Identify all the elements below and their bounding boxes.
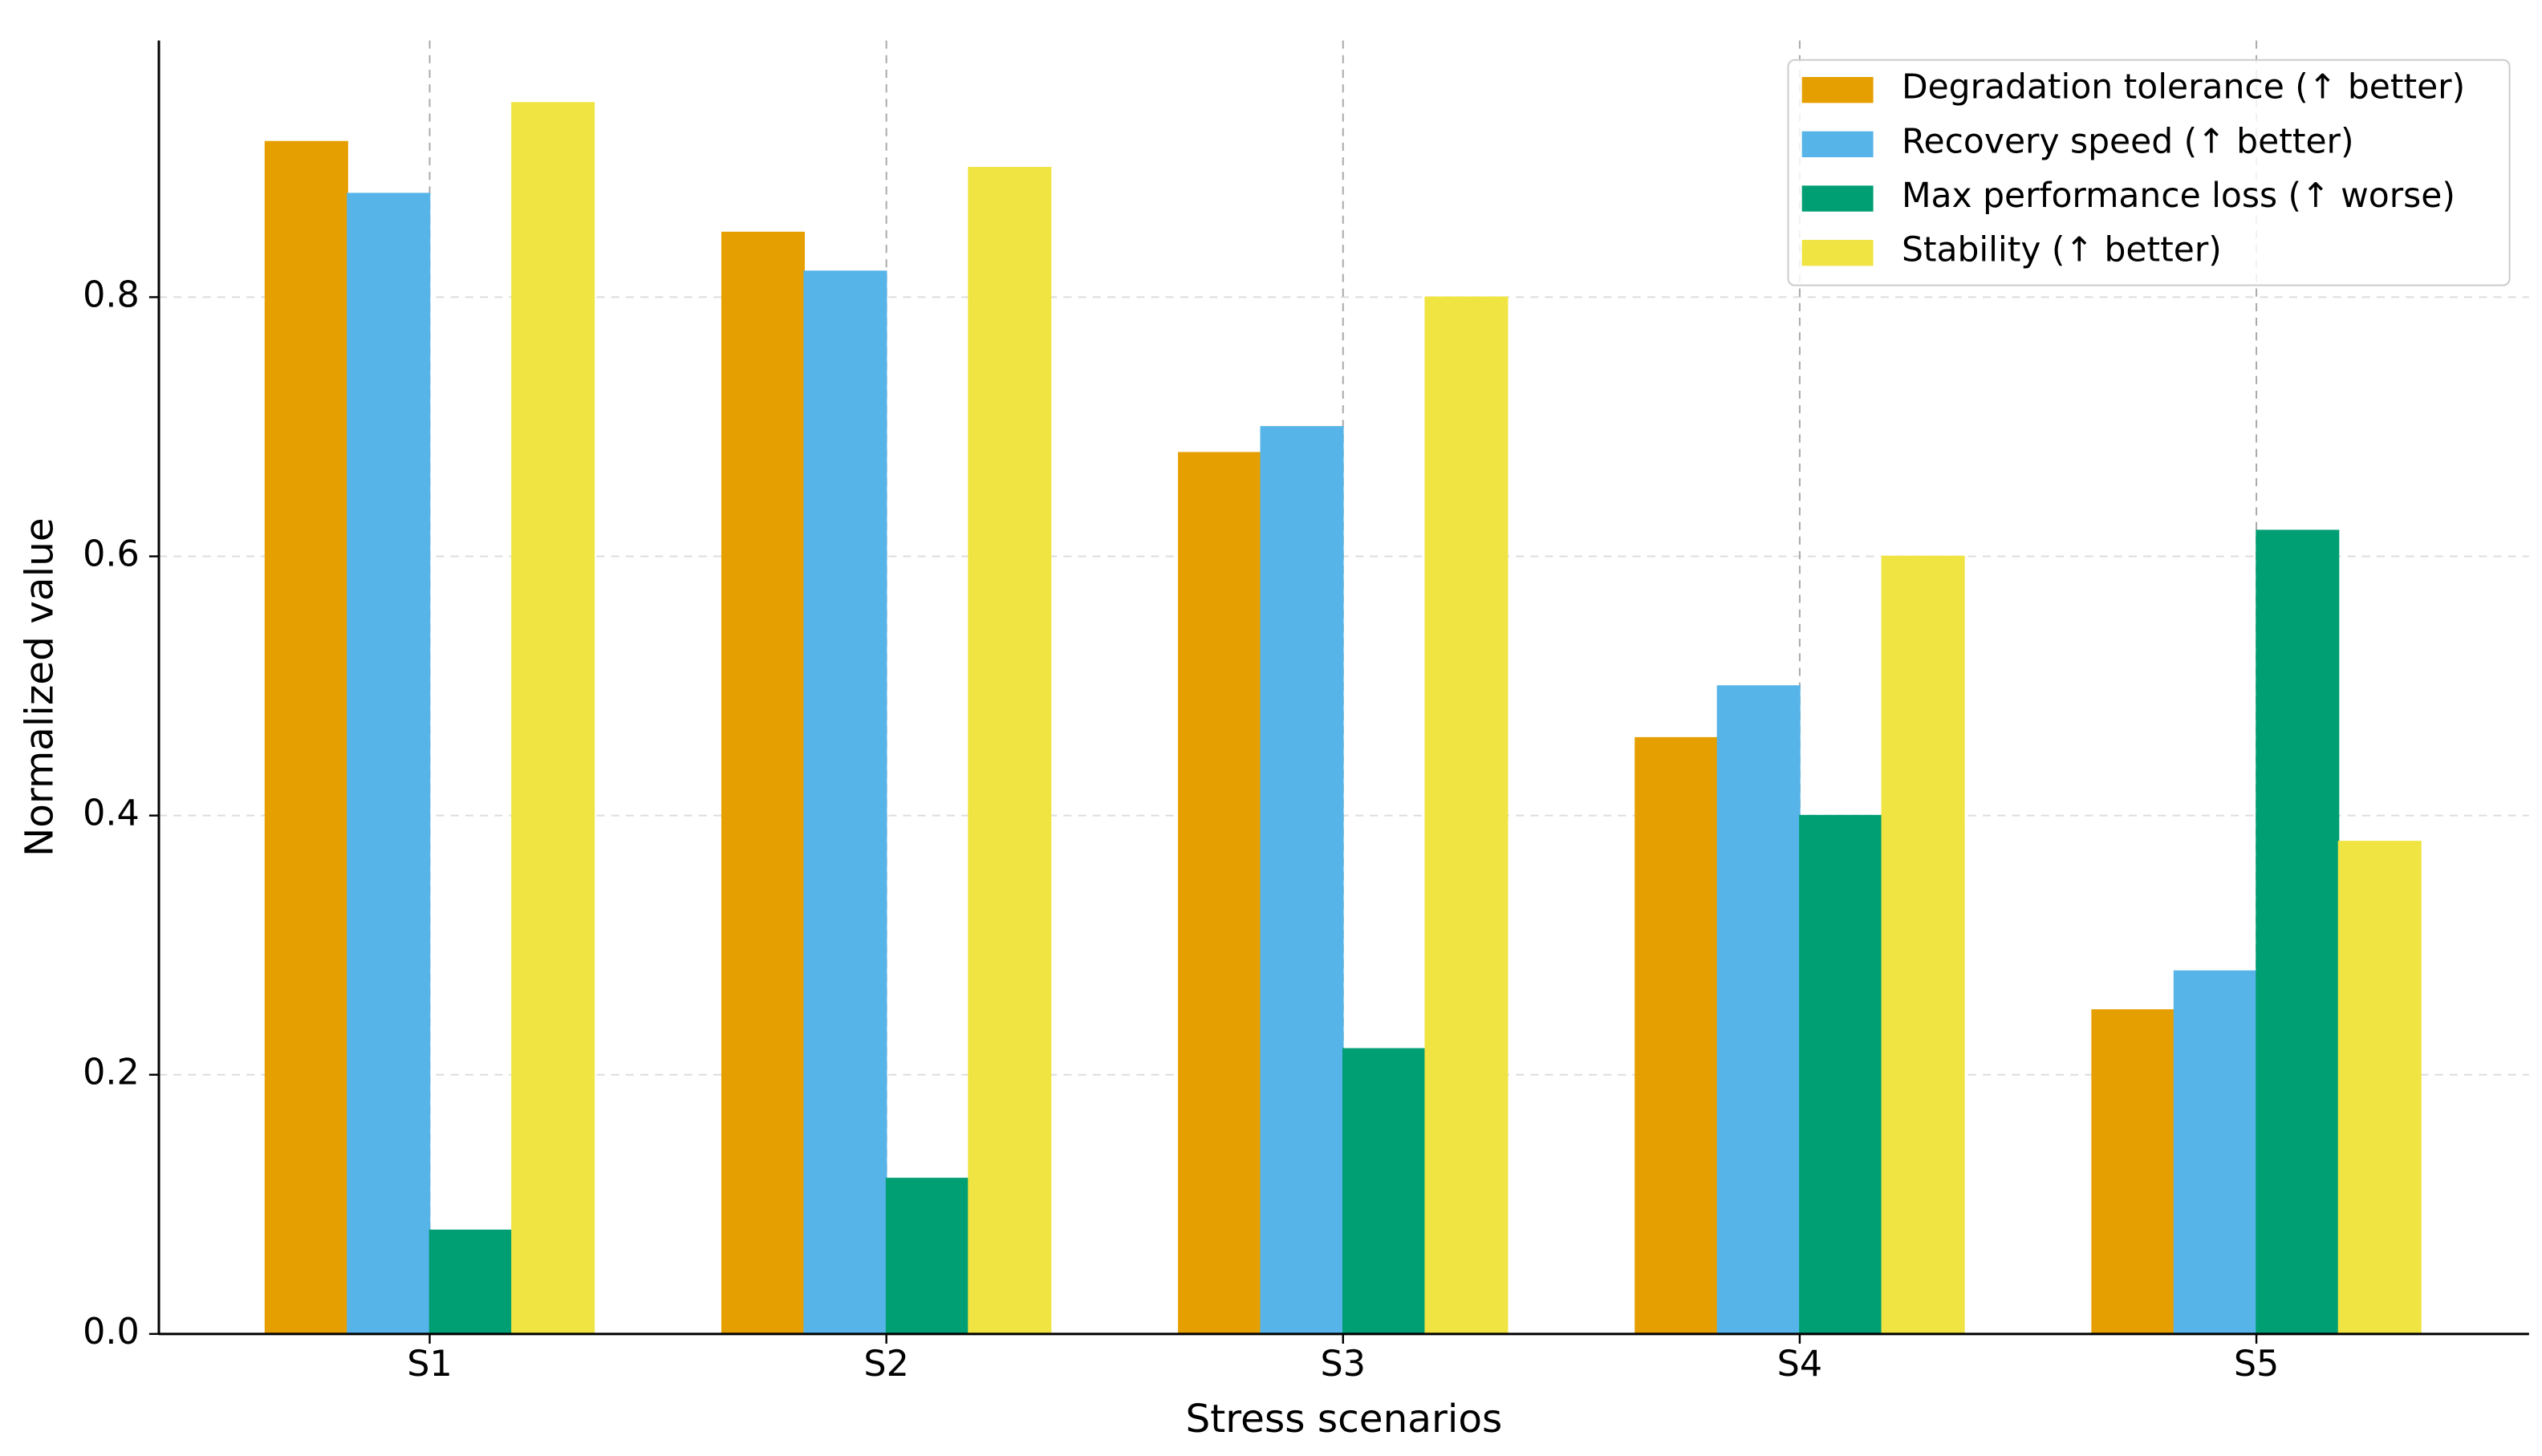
bar [1799,814,1883,1335]
bar [721,231,806,1335]
legend-swatch [1801,131,1874,158]
bar [1260,426,1344,1335]
bar [1178,452,1262,1335]
bar [2256,529,2340,1335]
x-axis-label: Stress scenarios [1186,1397,1503,1442]
y-tick-label: 0.4 [83,793,140,834]
bar [803,270,887,1335]
bar [511,102,595,1335]
legend-label: Recovery speed (↑ better) [1902,122,2354,161]
legend-swatch [1801,77,1874,103]
bar [347,193,431,1335]
legend-box [1787,59,2511,286]
x-tick-label: S1 [407,1344,452,1385]
y-tick-label: 0.6 [83,534,140,575]
bar [1881,555,1965,1335]
legend: Degradation tolerance (↑ better) Recovery… [1787,59,2511,286]
legend-label: Degradation tolerance (↑ better) [1902,68,2465,107]
bar [2091,1009,2175,1335]
y-tick-label: 0.2 [83,1052,140,1093]
x-tick-label: S4 [1777,1344,1822,1385]
legend-label: Stability (↑ better) [1902,231,2222,270]
bar [1634,736,1719,1335]
legend-label: Max performance loss (↑ worse) [1902,176,2455,216]
x-tick-label: S3 [1321,1344,1366,1385]
bar [2173,970,2257,1335]
bar [968,167,1052,1335]
x-tick-label: S2 [863,1344,908,1385]
bar [885,1178,969,1335]
bar [1424,296,1509,1335]
legend-swatch [1801,185,1874,212]
y-tick-label: 0.0 [83,1312,140,1353]
y-axis-label: Normalized value [18,517,63,857]
bar [2337,841,2422,1335]
y-tick-label: 0.8 [83,274,140,315]
x-tick-label: S5 [2234,1344,2279,1385]
bar [428,1229,513,1335]
legend-swatch [1801,240,1874,266]
bar [1716,685,1801,1335]
bar [1342,1048,1427,1335]
bar [264,140,348,1335]
